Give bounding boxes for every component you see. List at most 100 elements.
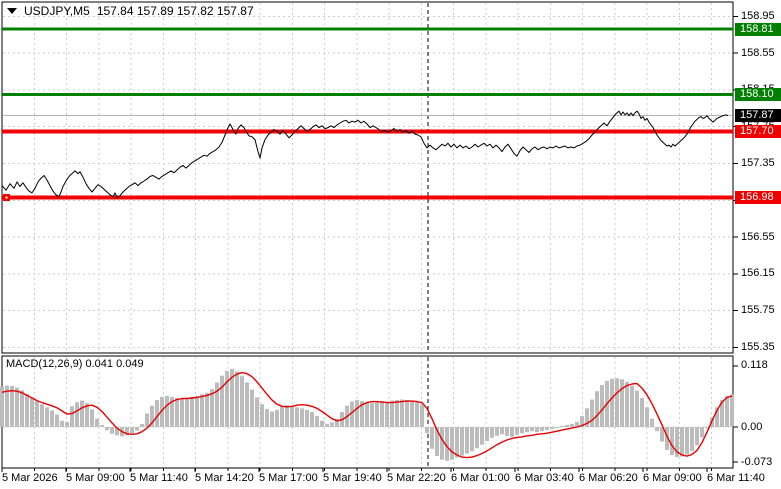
- macd-histogram-bar: [190, 396, 194, 428]
- macd-histogram-bar: [705, 427, 709, 429]
- macd-histogram-bar: [150, 405, 154, 428]
- macd-histogram-bar: [665, 427, 669, 450]
- macd-histogram-bar: [95, 418, 99, 428]
- macd-histogram-bar: [435, 427, 439, 457]
- macd-histogram-bar: [155, 400, 159, 428]
- macd-histogram-bar: [295, 407, 299, 428]
- macd-histogram-bar: [290, 406, 294, 428]
- macd-histogram-bar: [245, 382, 249, 428]
- macd-histogram-bar: [675, 427, 679, 458]
- macd-histogram-bar: [50, 410, 54, 428]
- macd-histogram-bar: [220, 375, 224, 428]
- macd-histogram-bar: [540, 427, 544, 432]
- macd-histogram-bar: [280, 406, 284, 428]
- macd-histogram-bar: [690, 427, 694, 451]
- macd-histogram-bar: [415, 402, 419, 428]
- macd-histogram-bar: [205, 392, 209, 428]
- macd-histogram-bar: [445, 427, 449, 461]
- macd-histogram-bar: [450, 427, 454, 460]
- macd-histogram-bar: [70, 406, 74, 428]
- macd-histogram-bar: [395, 400, 399, 428]
- macd-histogram-bar: [170, 396, 174, 428]
- macd-histogram-bar: [5, 385, 9, 428]
- macd-histogram-bar: [365, 402, 369, 428]
- macd-histogram-bar: [215, 382, 219, 428]
- macd-histogram-bar: [730, 394, 734, 428]
- macd-histogram-bar: [620, 379, 624, 428]
- macd-histogram-bar: [480, 427, 484, 445]
- macd-histogram-bar: [685, 427, 689, 455]
- macd-histogram-bar: [700, 427, 704, 438]
- symbol-dropdown-icon[interactable]: [7, 8, 17, 14]
- macd-histogram-bar: [680, 427, 684, 457]
- macd-histogram-bar: [270, 411, 274, 428]
- macd-histogram-bar: [355, 400, 359, 428]
- macd-histogram-bar: [35, 401, 39, 428]
- macd-histogram-bar: [210, 389, 214, 428]
- macd-histogram-bar: [105, 427, 109, 431]
- macd-histogram-bar: [325, 423, 329, 428]
- macd-histogram-bar: [240, 376, 244, 428]
- macd-histogram-bar: [565, 424, 569, 428]
- macd-histogram-bar: [380, 401, 384, 428]
- macd-histogram-bar: [575, 421, 579, 428]
- price-line: [1, 110, 729, 198]
- macd-histogram-bar: [455, 427, 459, 458]
- macd-histogram-bar: [320, 420, 324, 428]
- macd-histogram-bar: [520, 427, 524, 434]
- macd-histogram-bar: [0, 386, 4, 428]
- macd-histogram-bar: [160, 396, 164, 428]
- macd-histogram-bar: [250, 389, 254, 428]
- macd-histogram-bar: [635, 390, 639, 428]
- macd-histogram-bar: [590, 399, 594, 428]
- macd-histogram-bar: [385, 401, 389, 428]
- macd-histogram-bar: [230, 368, 234, 428]
- macd-histogram-bar: [515, 427, 519, 435]
- macd-histogram-bar: [260, 404, 264, 428]
- macd-histogram-bar: [315, 416, 319, 428]
- macd-histogram-bar: [110, 427, 114, 434]
- macd-histogram-bar: [90, 409, 94, 428]
- macd-histogram-bar: [135, 427, 139, 431]
- macd-histogram-bar: [595, 391, 599, 428]
- macd-histogram-bar: [375, 402, 379, 428]
- macd-histogram-bar: [650, 418, 654, 428]
- macd-histogram-bar: [265, 408, 269, 428]
- macd-histogram-bar: [660, 427, 664, 442]
- macd-histogram-bar: [80, 400, 84, 428]
- macd-histogram-bar: [125, 427, 129, 436]
- macd-histogram-bar: [645, 407, 649, 428]
- macd-histogram-bar: [485, 427, 489, 442]
- macd-histogram-bar: [300, 408, 304, 428]
- macd-histogram-bar: [140, 423, 144, 428]
- macd-histogram-bar: [15, 387, 19, 428]
- macd-histogram-bar: [115, 427, 119, 436]
- macd-histogram-bar: [390, 400, 394, 428]
- macd-histogram-bar: [410, 401, 414, 428]
- macd-histogram-bar: [40, 404, 44, 428]
- macd-histogram-bar: [720, 400, 724, 428]
- macd-histogram-bar: [465, 427, 469, 454]
- macd-histogram-bar: [500, 427, 504, 435]
- macd-histogram-bar: [195, 395, 199, 428]
- macd-histogram-bar: [670, 427, 674, 456]
- macd-histogram-bar: [60, 420, 64, 428]
- macd-histogram-bar: [475, 427, 479, 449]
- macd-histogram-bar: [430, 427, 434, 449]
- price-panel-frame: [1, 1, 734, 354]
- macd-histogram-bar: [130, 427, 134, 434]
- macd-histogram-bar: [425, 427, 429, 434]
- macd-histogram-bar: [335, 418, 339, 428]
- macd-histogram-bar: [615, 378, 619, 428]
- macd-histogram-bar: [610, 378, 614, 428]
- macd-histogram-bar: [235, 371, 239, 428]
- macd-histogram-bar: [505, 427, 509, 436]
- macd-histogram-bar: [510, 427, 514, 437]
- macd-histogram-bar: [165, 395, 169, 428]
- macd-histogram-bar: [550, 427, 554, 430]
- macd-histogram-bar: [725, 395, 729, 428]
- macd-histogram-bar: [470, 427, 474, 452]
- macd-histogram-bar: [65, 421, 69, 428]
